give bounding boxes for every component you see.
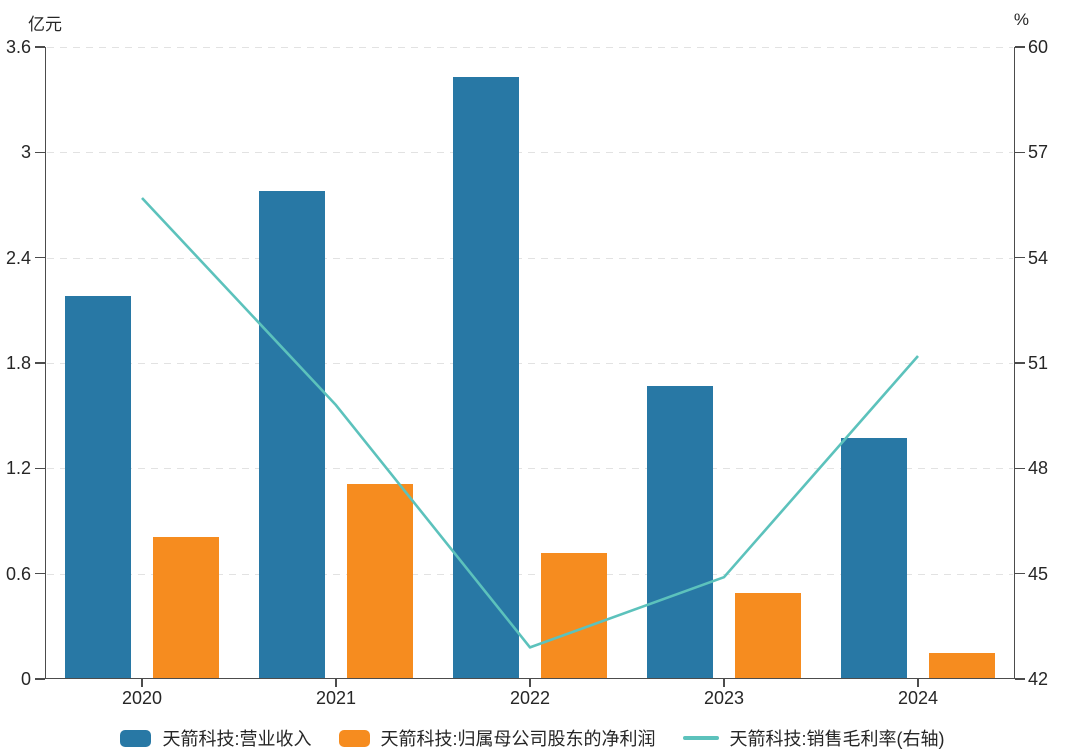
- net-profit-bar-2024: [929, 652, 995, 678]
- x-axis-tick-label: 2023: [703, 688, 745, 708]
- gross-margin-line: [141, 197, 919, 649]
- net-profit-bar-2021: [347, 484, 413, 678]
- gridline: [47, 363, 1013, 364]
- gridline: [47, 47, 1013, 48]
- right-axis-unit-label: %: [1013, 10, 1029, 29]
- x-axis-tick: [723, 679, 725, 687]
- x-axis-tick-label: 2024: [897, 688, 939, 708]
- right-axis-tick-label: 57: [1028, 142, 1049, 163]
- revenue-bar-2024: [841, 438, 907, 678]
- left-axis-tick: [35, 362, 45, 364]
- right-axis-tick-label: 54: [1028, 247, 1049, 268]
- revenue-bar-2021: [259, 190, 325, 678]
- gridline: [47, 152, 1013, 154]
- x-axis-tick-label: 2020: [121, 688, 163, 708]
- x-axis-tick: [335, 679, 337, 687]
- legend: 天箭科技:营业收入 天箭科技:归属母公司股东的净利润 天箭科技:销售毛利率(右轴…: [0, 723, 1065, 753]
- left-axis-tick-label: 1.8: [5, 353, 31, 373]
- gridline: [47, 468, 1013, 470]
- left-axis-tick: [35, 151, 45, 154]
- right-axis-tick-label: 60: [1028, 37, 1049, 57]
- right-axis-tick: [1015, 151, 1025, 154]
- left-axis-unit-label: 亿元: [28, 15, 62, 34]
- right-axis-tick: [1015, 572, 1025, 575]
- right-axis-tick: [1015, 362, 1025, 364]
- legend-label-net-profit: 天箭科技:归属母公司股东的净利润: [380, 729, 656, 749]
- left-axis-tick-label: 2.4: [5, 247, 31, 268]
- legend-item-gross-margin: 天箭科技:销售毛利率(右轴): [682, 725, 945, 751]
- x-axis-tick: [917, 679, 919, 687]
- right-axis-tick-label: 42: [1028, 669, 1049, 689]
- net-profit-swatch-icon: [338, 729, 370, 747]
- revenue-bar-2020: [65, 296, 131, 678]
- left-axis-tick-label: 1.2: [5, 458, 31, 479]
- legend-label-gross-margin: 天箭科技:销售毛利率(右轴): [729, 729, 945, 749]
- left-axis-tick: [35, 572, 45, 575]
- right-axis-tick: [1015, 467, 1025, 470]
- gross-margin-line-swatch-icon: [682, 736, 719, 740]
- net-profit-bar-2022: [541, 552, 607, 678]
- left-axis-tick: [35, 467, 45, 470]
- x-axis-tick-label: 2021: [315, 688, 357, 708]
- left-axis-tick-label: 0: [20, 669, 31, 689]
- legend-item-net-profit: 天箭科技:归属母公司股东的净利润: [338, 725, 656, 751]
- net-profit-bar-2023: [735, 592, 801, 678]
- revenue-swatch-icon: [120, 729, 152, 747]
- left-axis-tick-label: 0.6: [5, 563, 31, 584]
- left-axis-tick-label: 3: [20, 142, 31, 163]
- net-profit-bar-2020: [153, 536, 219, 678]
- x-axis-tick-label: 2022: [509, 688, 551, 708]
- left-axis-tick-label: 3.6: [5, 37, 31, 57]
- gridline: [47, 257, 1013, 259]
- right-axis-tick-label: 45: [1028, 563, 1049, 584]
- left-axis-tick: [35, 256, 45, 259]
- legend-item-revenue: 天箭科技:营业收入: [120, 725, 312, 751]
- right-axis-tick: [1015, 256, 1025, 259]
- x-axis-tick: [529, 679, 531, 687]
- right-axis-tick: [1015, 678, 1025, 680]
- x-axis-tick: [141, 679, 143, 687]
- left-axis-tick: [35, 678, 45, 680]
- right-axis-tick-label: 48: [1028, 458, 1049, 479]
- right-axis-tick: [1015, 46, 1025, 48]
- left-axis-tick: [35, 46, 45, 48]
- plot-frame: [45, 47, 1015, 679]
- gridline: [47, 573, 1013, 575]
- revenue-bar-2023: [647, 385, 713, 678]
- right-axis-tick-label: 51: [1028, 353, 1049, 373]
- legend-label-revenue: 天箭科技:营业收入: [162, 729, 312, 749]
- revenue-bar-2022: [453, 76, 519, 678]
